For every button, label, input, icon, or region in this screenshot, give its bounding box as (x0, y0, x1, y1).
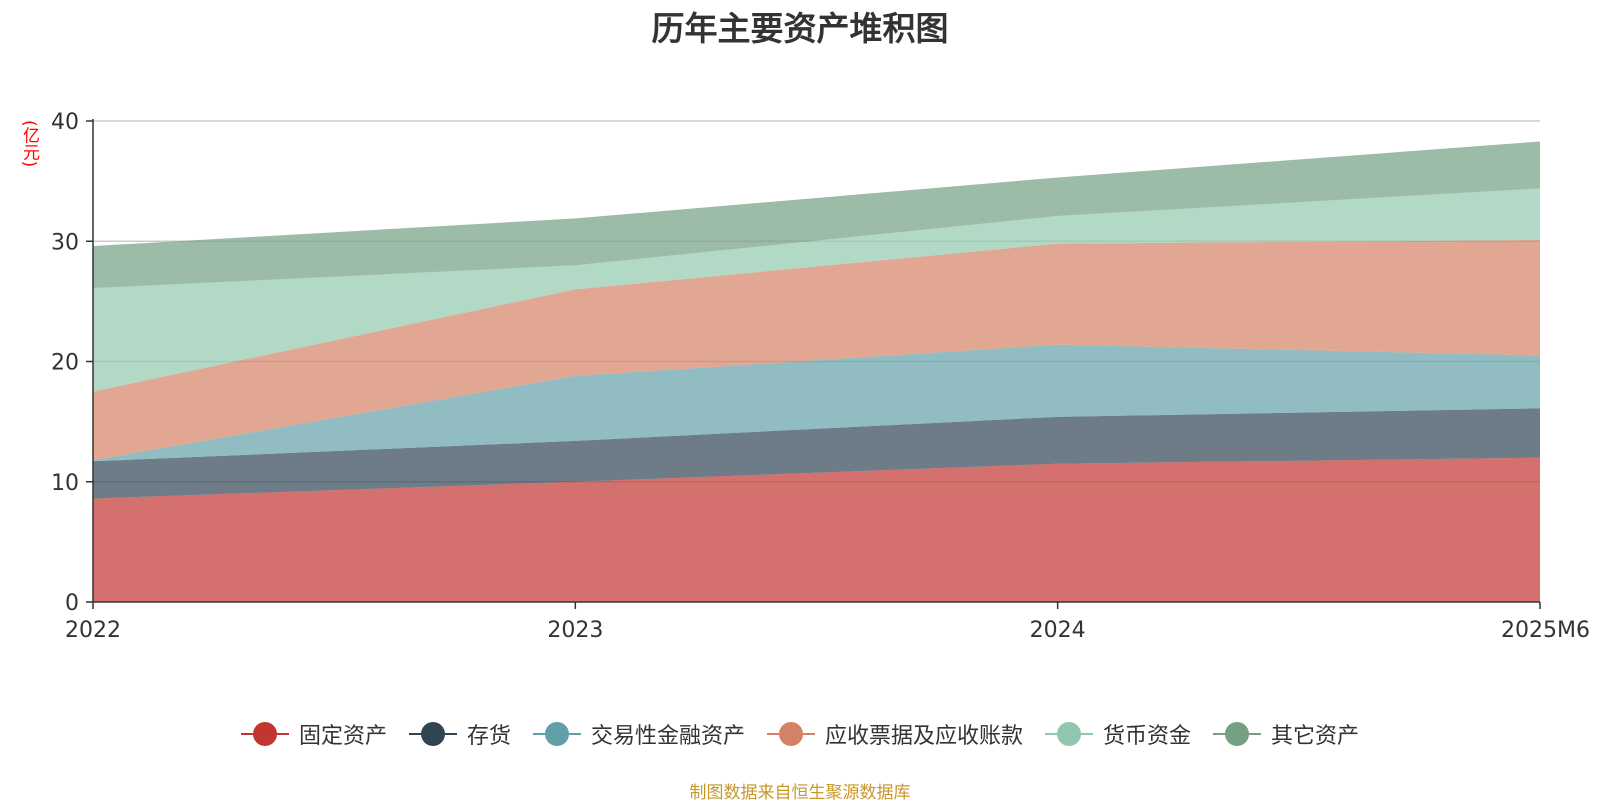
area-series-2 (93, 344, 1540, 462)
legend-marker-icon (408, 722, 457, 746)
x-tick-label: 2024 (1030, 618, 1086, 643)
area-series-3 (93, 240, 1540, 461)
axes (86, 119, 1541, 609)
x-tick-label: 2023 (547, 618, 603, 643)
legend-item-0[interactable]: 固定资产 (240, 718, 387, 750)
legend-item-5[interactable]: 其它资产 (1213, 718, 1359, 750)
chart-title: 历年主要资产堆积图 (651, 9, 949, 48)
legend-item-1[interactable]: 存货 (408, 718, 511, 750)
y-tick-labels: 0 10 20 30 40 (51, 110, 79, 616)
legend-label: 应收票据及应收账款 (825, 724, 1024, 749)
area-series (93, 141, 1540, 602)
area-series-5 (93, 141, 1540, 289)
legend-label: 其它资产 (1271, 724, 1360, 749)
x-tick-labels: 2022 2023 2024 2025M6 (65, 618, 1590, 643)
legend-label: 货币资金 (1103, 724, 1192, 749)
area-series-4 (93, 188, 1540, 392)
area-series-1 (93, 408, 1540, 499)
legend-marker-icon (240, 722, 289, 746)
y-axis-unit: (亿元) (19, 120, 39, 168)
y-tick-label: 20 (51, 351, 79, 376)
legend-marker-icon (1213, 722, 1262, 746)
x-tick-label: 2022 (65, 618, 121, 643)
legend-item-2[interactable]: 交易性金融资产 (532, 718, 745, 750)
y-tick-label: 30 (51, 230, 79, 255)
legend-marker-icon (1045, 722, 1094, 746)
area-series-0 (93, 457, 1540, 602)
legend: 固定资产 存货 交易性金融资产 应收票据及应收账款 货币资金 其它资产 (0, 718, 1600, 750)
legend-item-4[interactable]: 货币资金 (1045, 718, 1191, 750)
y-tick-label: 10 (51, 471, 79, 496)
legend-label: 交易性金融资产 (590, 724, 745, 749)
legend-label: 固定资产 (298, 724, 387, 749)
legend-marker-icon (532, 722, 581, 746)
legend-item-3[interactable]: 应收票据及应收账款 (767, 718, 1023, 750)
data-source-note: 制图数据来自恒生聚源数据库 (689, 783, 911, 803)
y-tick-label: 0 (65, 591, 79, 616)
y-tick-label: 40 (51, 110, 79, 135)
x-tick-label: 2025M6 (1501, 618, 1590, 643)
legend-marker-icon (767, 722, 815, 746)
legend-label: 存货 (466, 724, 511, 749)
